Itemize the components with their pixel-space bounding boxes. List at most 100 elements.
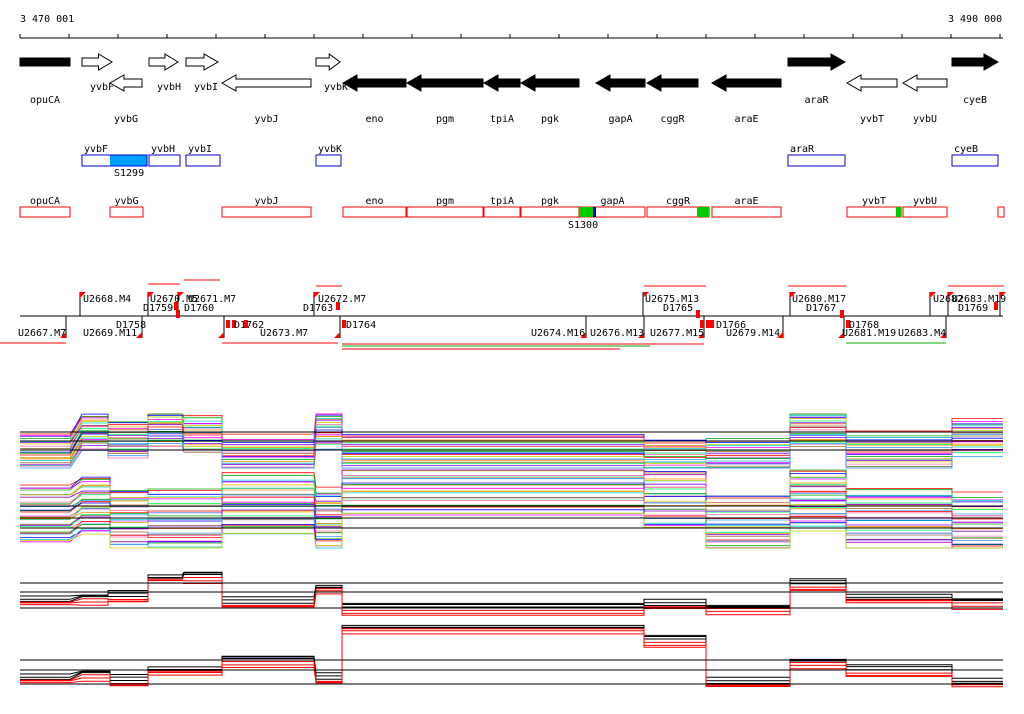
gene-label-araR: araR (804, 95, 829, 106)
gene-arrow-cyeB[interactable] (951, 53, 1000, 71)
blue-box-label-yvbF: yvbF (84, 144, 108, 155)
red-box-label-yvbU: yvbU (913, 196, 937, 207)
red-box-yvbU[interactable] (902, 206, 948, 218)
gene-arrow-yvbF[interactable] (81, 53, 113, 71)
segment-marker (580, 332, 586, 338)
segment-label: D1762 (234, 320, 264, 331)
red-box-label-eno: eno (365, 196, 383, 207)
segment-marker (777, 332, 783, 338)
gene-arrow-pgk[interactable] (519, 74, 580, 92)
red-annotation-track: S1300 opuCA yvbG yvbJ eno pgm tpiA pgk gapA cggR… (19, 196, 1005, 231)
red-box-label-opuCA: opuCA (30, 196, 60, 207)
blue-box-label-cyeB: cyeB (954, 144, 978, 155)
segment-label: U2676.M13 (590, 328, 644, 339)
expression-line (20, 413, 1003, 443)
gene-arrow-yvbI[interactable] (185, 53, 220, 71)
red-box-yvbJ[interactable] (221, 206, 312, 218)
gene-label-cggR: cggR (660, 114, 685, 125)
blue-box-cyeB[interactable] (951, 154, 999, 167)
blue-box-yvbH[interactable] (148, 154, 181, 167)
summary-line (20, 630, 1003, 686)
blue-box-label-araR: araR (790, 144, 815, 155)
blue-box-yvbF[interactable] (81, 154, 148, 167)
segment-marker (176, 310, 180, 318)
gene-arrow-eno[interactable] (341, 74, 407, 92)
gene-arrow-yvbT[interactable] (845, 74, 898, 92)
blue-box-yvbK[interactable] (315, 154, 342, 167)
gene-arrow-gapA[interactable] (594, 74, 646, 92)
red-box-pgm[interactable] (406, 206, 484, 218)
blue-box-araR[interactable] (787, 154, 846, 167)
segment-marker (838, 332, 844, 338)
gene-label-yvbJ: yvbJ (254, 114, 278, 125)
segment-marker (336, 302, 340, 310)
red-box-opuCA[interactable] (19, 206, 71, 218)
red-box-yvbT[interactable] (846, 206, 902, 218)
segment-marker (80, 292, 86, 298)
segment-label: D1758 (116, 320, 146, 331)
gene-arrow-yvbJ[interactable] (220, 74, 312, 92)
segment-marker (790, 292, 796, 298)
segment-marker (840, 310, 844, 318)
red-box-eno[interactable] (342, 206, 407, 218)
segment-marker (178, 292, 184, 298)
gene-arrow-yvbH[interactable] (148, 53, 179, 71)
red-box-label-araE: araE (734, 196, 758, 207)
red-box-label-pgk: pgk (541, 196, 559, 207)
expression-profiles (20, 413, 1003, 688)
expression-line (20, 432, 1003, 464)
blue-box-label-yvbK: yvbK (318, 144, 342, 155)
segment-marker (136, 332, 142, 338)
gene-arrow-cggR[interactable] (645, 74, 699, 92)
gene-label-yvbU: yvbU (913, 114, 937, 125)
segment-label: D1765 (663, 303, 693, 314)
red-box-label-yvbJ: yvbJ (254, 196, 278, 207)
segment-label: D1764 (346, 320, 376, 331)
segment-marker (696, 310, 700, 318)
red-box-tpiA[interactable] (483, 206, 521, 218)
gene-label-tpiA: tpiA (490, 114, 514, 125)
green-mark (896, 207, 901, 217)
blue-box-label-yvbI: yvbI (188, 144, 212, 155)
s1299-highlight (110, 155, 147, 166)
segment-label: U2679.M14 (726, 328, 780, 339)
segment-marker (60, 332, 66, 338)
expression-line (20, 469, 1003, 499)
segment-marker (846, 320, 850, 328)
gene-arrow-araR[interactable] (787, 53, 847, 71)
summary-line (20, 582, 1003, 616)
segment-label: U2683.M4 (898, 328, 946, 339)
segment-marker (930, 292, 936, 298)
red-box-yvbG[interactable] (109, 206, 144, 218)
green-mark (697, 207, 709, 217)
segment-marker (948, 292, 954, 298)
s1299-label: S1299 (114, 168, 144, 179)
segment-marker (334, 332, 340, 338)
blue-box-yvbI[interactable] (185, 154, 221, 167)
expression-line (20, 439, 1003, 469)
gene-arrow-pgm[interactable] (405, 74, 484, 92)
blue-annotation-track: S1299 yvbF yvbH yvbI yvbK araR cyeB (81, 144, 999, 179)
gene-label-yvbK: yvbK (324, 82, 348, 93)
segment-marker (232, 320, 236, 328)
segment-label: U2668.M4 (83, 294, 131, 305)
red-box-araE[interactable] (711, 206, 782, 218)
gene-arrow-yvbK[interactable] (315, 53, 341, 71)
gene-arrow-tpiA[interactable] (482, 74, 521, 92)
segment-marker (174, 302, 178, 310)
summary-line (20, 574, 1003, 608)
expression-line (20, 429, 1003, 465)
gene-arrow-yvbU[interactable] (901, 74, 948, 92)
gene-label-opuCA: opuCA (30, 95, 60, 106)
segment-marker (994, 302, 998, 310)
segment-label: U2682 (933, 294, 963, 305)
gene-arrow-opuCA[interactable] (19, 57, 71, 67)
gene-label-gapA: gapA (608, 114, 632, 125)
segment-label: D1760 (184, 303, 214, 314)
segment-label: U2674.M16 (531, 328, 585, 339)
red-box-pgk[interactable] (520, 206, 580, 218)
red-box-edge[interactable] (997, 206, 1005, 218)
gene-arrow-araE[interactable] (710, 74, 782, 92)
segment-label: U2681.M19 (842, 328, 896, 339)
gene-arrow-yvbG[interactable] (108, 74, 143, 92)
